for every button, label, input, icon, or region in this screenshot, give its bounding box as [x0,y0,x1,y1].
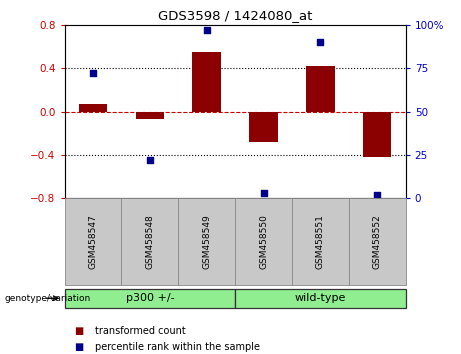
FancyBboxPatch shape [235,198,292,285]
Text: transformed count: transformed count [95,326,185,336]
Text: wild-type: wild-type [295,293,346,303]
Point [89,70,97,76]
Text: percentile rank within the sample: percentile rank within the sample [95,342,260,352]
Title: GDS3598 / 1424080_at: GDS3598 / 1424080_at [158,9,312,22]
Bar [79,104,107,112]
FancyBboxPatch shape [349,198,406,285]
Bar [193,52,221,112]
FancyBboxPatch shape [235,289,406,308]
Text: GSM458549: GSM458549 [202,214,211,269]
Point [260,190,267,196]
FancyBboxPatch shape [65,198,121,285]
FancyBboxPatch shape [121,198,178,285]
Bar [249,112,278,142]
Text: GSM458551: GSM458551 [316,214,325,269]
Point [317,39,324,45]
Text: GSM458552: GSM458552 [373,214,382,269]
FancyBboxPatch shape [178,198,235,285]
Text: p300 +/-: p300 +/- [125,293,174,303]
Bar [136,112,164,119]
Text: ■: ■ [74,342,83,352]
FancyBboxPatch shape [65,289,235,308]
Point [373,192,381,198]
Point [203,27,210,33]
Bar [363,112,391,157]
Bar [306,66,335,112]
Text: genotype/variation: genotype/variation [5,294,91,303]
Text: GSM458550: GSM458550 [259,214,268,269]
Point [146,157,154,163]
Text: ■: ■ [74,326,83,336]
Text: GSM458548: GSM458548 [145,214,154,269]
Text: GSM458547: GSM458547 [89,214,97,269]
FancyBboxPatch shape [292,198,349,285]
